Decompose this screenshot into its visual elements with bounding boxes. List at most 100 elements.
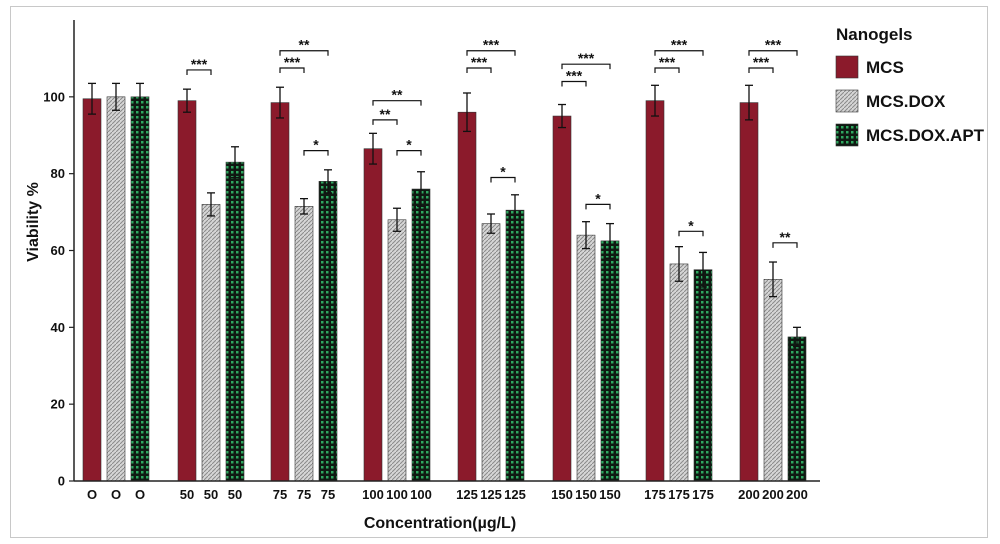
y-tick-label: 40 <box>51 320 65 335</box>
error-bar <box>769 261 777 298</box>
x-tick-label: O <box>135 487 145 502</box>
significance-bracket: *** <box>186 56 212 75</box>
significance-label: *** <box>284 54 301 70</box>
error-bar <box>793 326 801 348</box>
x-tick-label: 50 <box>204 487 218 502</box>
significance-bracket: *** <box>654 54 680 74</box>
error-bar <box>606 222 614 259</box>
error-bar <box>417 171 425 207</box>
bar-mcs-125 <box>457 111 477 482</box>
chart-frame <box>10 6 988 538</box>
bar-mcs-dox-apt-100 <box>411 188 431 482</box>
error-bar <box>745 84 753 121</box>
significance-label: * <box>688 217 694 233</box>
bar-mcs-100 <box>363 148 383 482</box>
significance-bracket: ** <box>772 229 798 248</box>
significance-bracket: *** <box>561 50 611 70</box>
x-axis-title: Concentration(µg/L) <box>364 515 516 532</box>
significance-label: ** <box>780 229 791 245</box>
y-tick-label: 80 <box>51 166 65 181</box>
x-tick-label: O <box>111 487 121 502</box>
bar-mcs-dox-75 <box>294 206 314 482</box>
significance-bracket: *** <box>748 54 774 74</box>
x-tick-label: 75 <box>321 487 335 502</box>
significance-label: ** <box>380 106 391 122</box>
legend-title: Nanogels <box>836 25 913 44</box>
bar-mcs-200 <box>739 102 759 482</box>
error-bar <box>231 146 239 179</box>
significance-label: *** <box>471 54 488 70</box>
legend-swatch <box>835 123 859 147</box>
significance-label: * <box>500 164 506 180</box>
error-bar <box>651 84 659 117</box>
significance-bracket: ** <box>372 87 422 106</box>
significance-label: *** <box>483 37 500 53</box>
error-bar <box>88 82 96 115</box>
x-tick-label: 150 <box>599 487 621 502</box>
error-bar <box>276 86 284 119</box>
y-tick-label: 100 <box>43 89 65 104</box>
x-tick-label: 150 <box>551 487 573 502</box>
significance-label: * <box>313 137 319 153</box>
bar-mcs-dox-100 <box>387 219 407 482</box>
bar-mcs-50 <box>177 100 197 482</box>
error-bar <box>487 213 495 234</box>
significance-label: *** <box>191 56 208 72</box>
x-tick-label: 75 <box>273 487 287 502</box>
bar-mcs-dox-200 <box>763 279 783 482</box>
legend-label: MCS <box>866 58 904 77</box>
x-tick-label: 125 <box>504 487 526 502</box>
significance-label: ** <box>392 87 403 103</box>
significance-bracket: *** <box>279 54 305 74</box>
significance-bracket: ** <box>372 106 398 125</box>
bar-mcs-dox-apt-0 <box>130 96 150 482</box>
bar-mcs-dox-apt-175 <box>693 269 713 482</box>
significance-bracket: *** <box>466 54 492 74</box>
significance-bracket: *** <box>748 37 798 56</box>
x-tick-label: 175 <box>668 487 690 502</box>
significance-bracket: * <box>396 137 422 156</box>
significance-bracket: *** <box>654 37 704 56</box>
x-tick-label: 50 <box>228 487 242 502</box>
error-bar <box>324 169 332 194</box>
x-tick-label: 75 <box>297 487 311 502</box>
bar-mcs-dox-50 <box>201 204 221 482</box>
x-tick-label: 175 <box>644 487 666 502</box>
x-tick-label: 100 <box>386 487 408 502</box>
bar-mcs-dox-apt-150 <box>600 240 620 482</box>
error-bar <box>511 194 519 227</box>
error-bar <box>136 82 144 111</box>
y-tick-label: 60 <box>51 243 65 258</box>
error-bar <box>300 197 308 215</box>
significance-bracket: * <box>303 137 329 156</box>
x-tick-label: 50 <box>180 487 194 502</box>
bar-mcs-dox-apt-125 <box>505 209 525 482</box>
significance-bracket: *** <box>561 67 587 87</box>
error-bar <box>558 103 566 129</box>
legend: Nanogels MCS MCS.DOX MCS.DOX.APT <box>835 25 985 147</box>
significance-label: ** <box>299 37 310 53</box>
legend-swatch <box>835 55 859 79</box>
y-tick-label: 0 <box>58 474 65 489</box>
error-bar <box>699 251 707 288</box>
error-bar <box>582 221 590 250</box>
x-tick-label: 175 <box>692 487 714 502</box>
bar-mcs-dox-0 <box>106 96 126 482</box>
legend-label: MCS.DOX.APT <box>866 126 985 145</box>
x-tick-label: 200 <box>786 487 808 502</box>
significance-label: * <box>406 137 412 153</box>
bar-mcs-dox-175 <box>669 263 689 482</box>
bar-mcs-175 <box>645 100 665 482</box>
x-tick-label: 100 <box>410 487 432 502</box>
x-tick-label: O <box>87 487 97 502</box>
significance-bracket: * <box>490 164 516 183</box>
bar-mcs-0 <box>82 98 102 482</box>
legend-label: MCS.DOX <box>866 92 946 111</box>
bar-mcs-75 <box>270 102 290 482</box>
error-bar <box>207 192 215 217</box>
significance-bracket: *** <box>466 37 516 56</box>
significance-bracket: ** <box>279 37 329 56</box>
bar-mcs-dox-apt-200 <box>787 336 807 482</box>
bar-mcs-dox-apt-50 <box>225 161 245 482</box>
